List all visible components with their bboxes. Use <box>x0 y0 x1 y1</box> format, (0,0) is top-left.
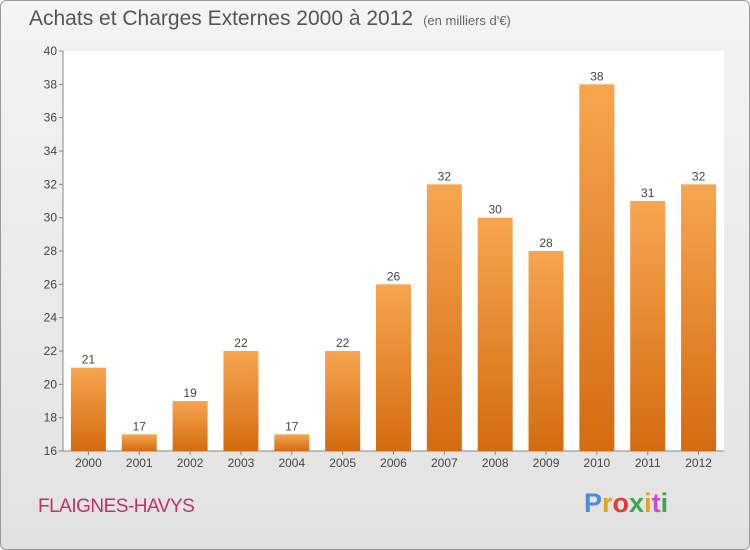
bar-value-label: 21 <box>82 353 96 367</box>
x-tick-label: 2002 <box>177 456 204 470</box>
bar-value-label: 30 <box>489 203 503 217</box>
x-tick-label: 2006 <box>380 456 407 470</box>
x-tick-label: 2000 <box>75 456 102 470</box>
y-tick-label: 24 <box>44 311 58 325</box>
logo-letter: o <box>612 488 630 518</box>
bar-2003 <box>223 351 259 451</box>
x-tick-label: 2010 <box>584 456 611 470</box>
bar-2010 <box>579 84 615 451</box>
bar-value-label: 17 <box>133 419 147 433</box>
bar-value-label: 38 <box>590 69 604 83</box>
bar-2011 <box>630 201 666 451</box>
bar-value-label: 22 <box>234 336 248 350</box>
x-tick-label: 2001 <box>126 456 153 470</box>
logo-letter: x <box>629 488 645 518</box>
bar-2008 <box>477 217 513 451</box>
bar-value-label: 26 <box>387 269 401 283</box>
logo-letter: r <box>602 488 613 518</box>
logo-letter: i <box>660 488 669 518</box>
y-tick-label: 22 <box>44 344 58 358</box>
logo-letter: i <box>644 488 652 518</box>
y-tick-label: 30 <box>44 211 58 225</box>
bar-value-label: 22 <box>336 336 350 350</box>
x-tick-label: 2012 <box>685 456 712 470</box>
y-tick-label: 20 <box>44 377 58 391</box>
bar-2001 <box>121 434 157 451</box>
bar-2009 <box>528 251 564 451</box>
bar-value-label: 19 <box>183 386 197 400</box>
logo-letter: P <box>584 488 603 518</box>
chart-title: Achats et Charges Externes 2000 à 2012 (e… <box>29 7 511 31</box>
y-tick-label: 40 <box>44 44 58 58</box>
logo-letter: t <box>651 488 661 518</box>
x-tick-label: 2008 <box>482 456 509 470</box>
bar-value-label: 32 <box>692 169 706 183</box>
y-tick-label: 32 <box>44 177 58 191</box>
bar-value-label: 17 <box>285 419 299 433</box>
x-tick-label: 2003 <box>228 456 255 470</box>
y-tick-label: 34 <box>44 144 58 158</box>
bar-2006 <box>376 284 411 451</box>
chart-title-text: Achats et Charges Externes 2000 à 2012 <box>29 7 414 30</box>
bar-2002 <box>172 401 208 451</box>
bar-2005 <box>325 351 361 451</box>
bar-2007 <box>426 184 462 452</box>
location-name: FLAIGNES-HAVYS <box>38 496 195 517</box>
bar-2012 <box>681 184 717 452</box>
bar-value-label: 31 <box>641 186 655 200</box>
bar-2004 <box>274 434 310 451</box>
x-tick-label: 2004 <box>278 456 305 470</box>
y-tick-label: 16 <box>44 444 58 458</box>
x-tick-label: 2007 <box>431 456 458 470</box>
x-tick-label: 2005 <box>329 456 356 470</box>
bar-value-label: 28 <box>539 236 553 250</box>
bar-value-label: 32 <box>438 169 452 183</box>
x-tick-label: 2009 <box>533 456 560 470</box>
x-tick-label: 2011 <box>635 456 661 470</box>
chart-subtitle: (en milliers d'€) <box>423 13 511 28</box>
y-tick-label: 18 <box>44 411 58 425</box>
y-tick-label: 26 <box>44 277 58 291</box>
y-tick-label: 36 <box>44 111 58 125</box>
y-tick-label: 28 <box>44 244 58 258</box>
proxiti-logo: Proxiti <box>584 488 668 519</box>
bar-2000 <box>70 367 106 451</box>
y-tick-label: 38 <box>44 77 58 91</box>
